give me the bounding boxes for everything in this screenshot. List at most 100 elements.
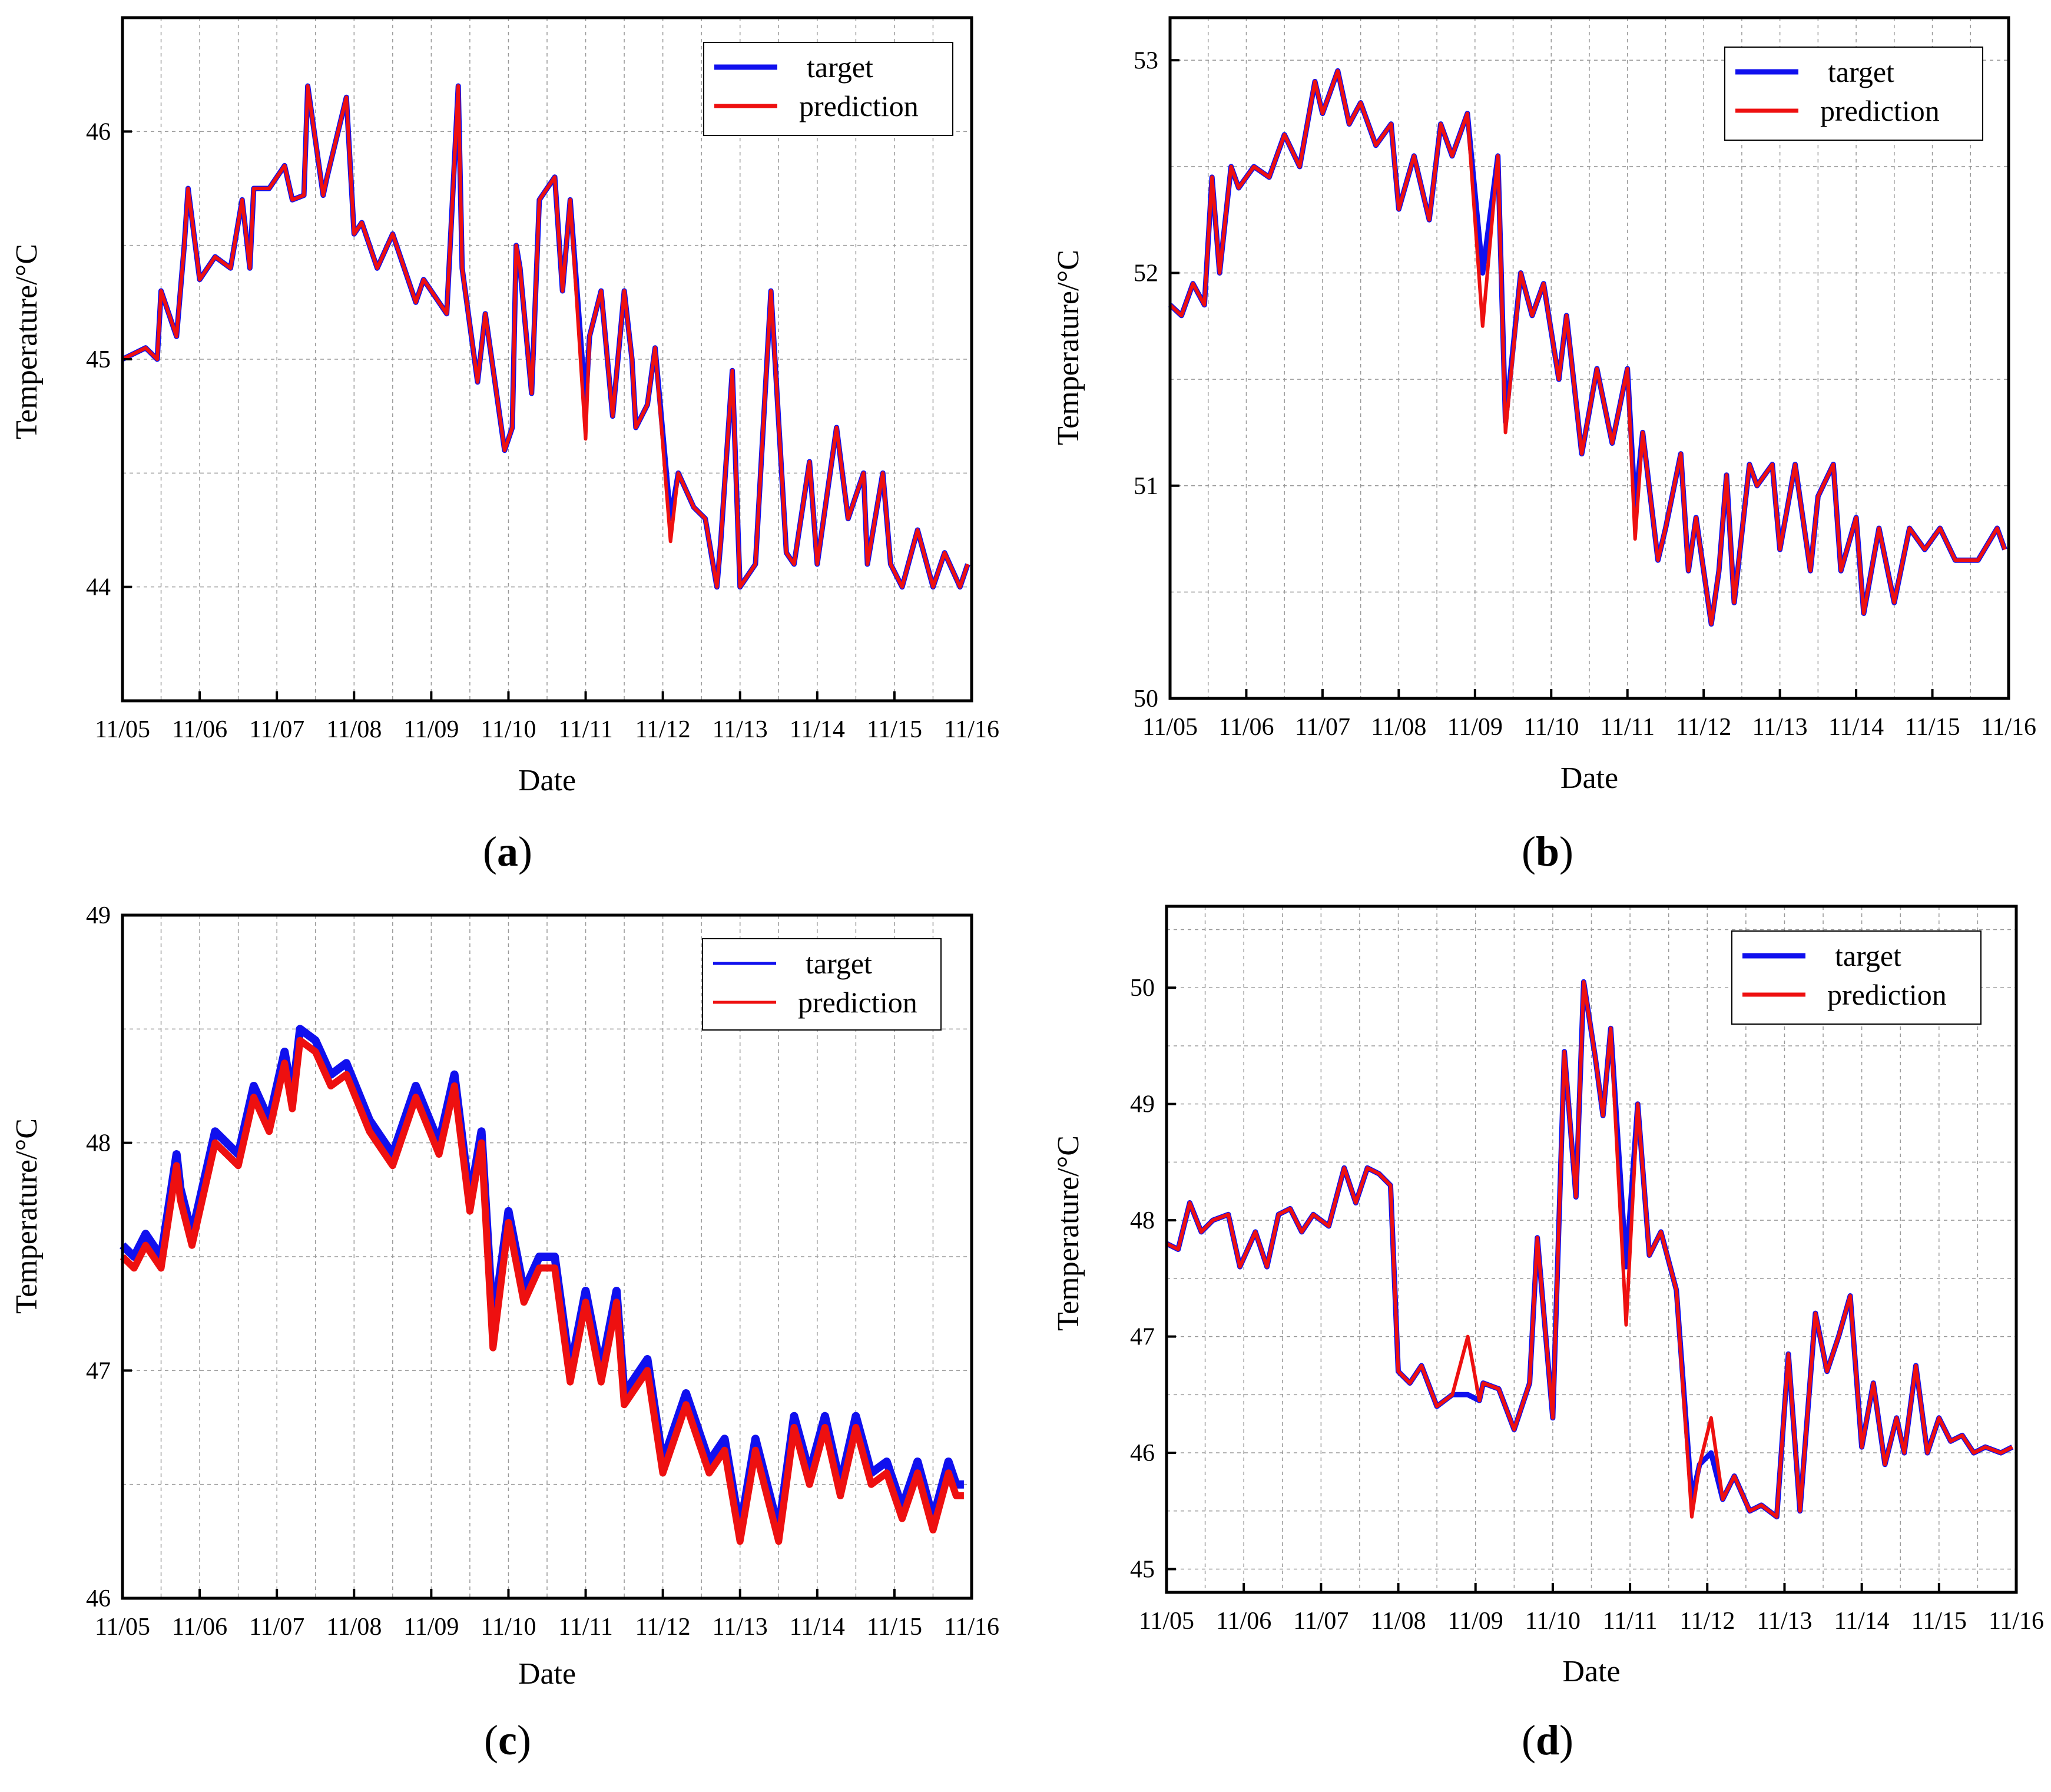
x-tick-label: 11/09 (1447, 714, 1503, 741)
chart-c-legend-target-label: target (806, 947, 872, 980)
x-tick-label: 11/05 (95, 716, 150, 743)
x-tick-label: 11/09 (403, 716, 459, 743)
y-tick-label: 46 (86, 118, 111, 145)
x-tick-label: 11/15 (867, 716, 922, 743)
chart-b-legend-prediction-label: prediction (1820, 94, 1940, 127)
chart-c-xlabel: Date (518, 1657, 576, 1691)
y-tick-label: 46 (1130, 1440, 1155, 1467)
chart-d-panel-label: (d) (1522, 1717, 1573, 1764)
chart-b-xlabel: Date (1560, 761, 1618, 795)
y-tick-label: 47 (86, 1357, 111, 1384)
x-tick-label: 11/15 (1911, 1608, 1967, 1635)
chart-b-panel-label: (b) (1522, 828, 1573, 875)
chart-panel-a: 44 45 46 11/05 11/06 11/07 11/08 11/09 11/10 11/… (0, 0, 1025, 895)
chart-d-frame (1165, 905, 2018, 1594)
chart-a-ylabel: Temperature/°C (10, 244, 44, 439)
chart-d-xlabel: Date (1562, 1655, 1620, 1688)
x-tick-label: 11/13 (713, 1614, 768, 1641)
chart-d-xticks: 11/05 11/06 11/07 11/08 11/09 11/10 11/11 11/12… (1139, 1583, 2044, 1635)
x-tick-label: 11/14 (790, 1614, 845, 1641)
x-tick-label: 11/07 (1295, 714, 1350, 741)
chart-b-legend: target prediction (1724, 47, 1983, 141)
x-tick-label: 11/11 (558, 716, 613, 743)
chart-a-xticks: 11/05 11/06 11/07 11/08 11/09 11/10 11/11 11/12… (95, 691, 999, 743)
chart-b-legend-box (1724, 47, 1983, 141)
chart-a-legend-prediction-label: prediction (799, 90, 919, 122)
series-prediction-line (120, 1036, 964, 1545)
chart-c-panel-label: (c) (484, 1717, 531, 1764)
x-tick-label: 11/08 (1370, 1608, 1426, 1635)
chart-b-yticks: 50 51 52 53 (1134, 47, 1179, 713)
chart-c-xticks: 11/05 11/06 11/07 11/08 11/09 11/10 11/11 11/12… (95, 1589, 999, 1641)
x-tick-label: 11/15 (1904, 714, 1960, 741)
y-tick-label: 49 (1130, 1091, 1155, 1118)
y-tick-label: 48 (86, 1130, 111, 1157)
y-tick-label: 48 (1130, 1207, 1155, 1234)
chart-d-yticks: 45 46 47 48 49 50 (1130, 975, 1176, 1584)
chart-b-frame (1168, 16, 2010, 700)
x-tick-label: 11/15 (867, 1614, 922, 1641)
chart-a-yticks: 44 45 46 (86, 118, 132, 601)
chart-d-legend-prediction-label: prediction (1827, 978, 1947, 1011)
chart-c-legend-prediction-label: prediction (798, 986, 917, 1019)
chart-b-panel-letter: b (1536, 828, 1559, 875)
chart-c-panel-letter: c (498, 1717, 517, 1764)
series-target-line (121, 83, 970, 590)
x-tick-label: 11/14 (1828, 714, 1884, 741)
y-tick-label: 49 (86, 902, 111, 929)
x-tick-label: 11/09 (403, 1614, 459, 1641)
y-tick-label: 50 (1130, 975, 1155, 1002)
x-tick-label: 11/07 (249, 1614, 304, 1641)
y-tick-label: 47 (1130, 1324, 1155, 1351)
chart-a-panel-letter: a (497, 828, 518, 875)
x-tick-label: 11/16 (944, 716, 999, 743)
x-tick-label: 11/05 (1139, 1608, 1194, 1635)
chart-a-lines (121, 83, 970, 590)
chart-d-legend: target prediction (1731, 930, 1982, 1025)
x-tick-label: 11/05 (1142, 714, 1198, 741)
y-tick-label: 50 (1134, 685, 1158, 713)
y-tick-label: 44 (86, 574, 111, 601)
chart-a-legend-target-label: target (807, 51, 873, 84)
x-tick-label: 11/06 (1218, 714, 1274, 741)
x-tick-label: 11/05 (95, 1614, 150, 1641)
x-tick-label: 11/12 (635, 716, 691, 743)
x-tick-label: 11/09 (1448, 1608, 1503, 1635)
x-tick-label: 11/13 (713, 716, 768, 743)
y-tick-label: 45 (86, 346, 111, 373)
y-tick-label: 53 (1134, 47, 1158, 74)
series-prediction-line (1168, 69, 2007, 626)
y-tick-label: 52 (1134, 260, 1158, 287)
chart-d-ylabel: Temperature/°C (1052, 1135, 1085, 1331)
x-tick-label: 11/07 (1293, 1608, 1348, 1635)
x-tick-label: 11/16 (1989, 1608, 2044, 1635)
chart-d-panel-letter: d (1536, 1717, 1559, 1764)
chart-panel-b: 50 51 52 53 11/05 11/06 11/07 11/08 11/09 11/10 1… (1025, 0, 2051, 895)
x-tick-label: 11/10 (1523, 714, 1579, 741)
y-tick-label: 45 (1130, 1556, 1155, 1584)
x-tick-label: 11/06 (1216, 1608, 1271, 1635)
chart-panel-c: 46 47 48 49 11/05 11/06 11/07 11/08 11/09 11/10 1… (0, 895, 1025, 1789)
x-tick-label: 11/08 (326, 716, 382, 743)
series-prediction-line (121, 84, 970, 589)
y-tick-label: 46 (86, 1585, 111, 1612)
x-tick-label: 11/12 (1679, 1608, 1735, 1635)
x-tick-label: 11/14 (1834, 1608, 1890, 1635)
chart-a-xlabel: Date (518, 764, 576, 797)
chart-c-legend: target prediction (702, 938, 942, 1031)
x-tick-label: 11/11 (558, 1614, 613, 1641)
x-tick-label: 11/14 (790, 716, 845, 743)
chart-a-legend-box (703, 42, 953, 136)
chart-d-legend-target-label: target (1835, 939, 1901, 972)
chart-a-panel-label: (a) (483, 828, 532, 875)
series-target-line (1165, 979, 2014, 1520)
chart-b-xticks: 11/05 11/06 11/07 11/08 11/09 11/10 11/11 11/12… (1142, 689, 2036, 741)
chart-c-ylabel: Temperature/°C (10, 1118, 44, 1314)
x-tick-label: 11/06 (172, 1614, 227, 1641)
chart-b-lines (1168, 68, 2007, 627)
x-tick-label: 11/16 (944, 1614, 999, 1641)
chart-panel-d: 45 46 47 48 49 50 11/05 11/06 11/07 11/08 11/09 11… (1025, 895, 2051, 1789)
x-tick-label: 11/10 (1525, 1608, 1581, 1635)
